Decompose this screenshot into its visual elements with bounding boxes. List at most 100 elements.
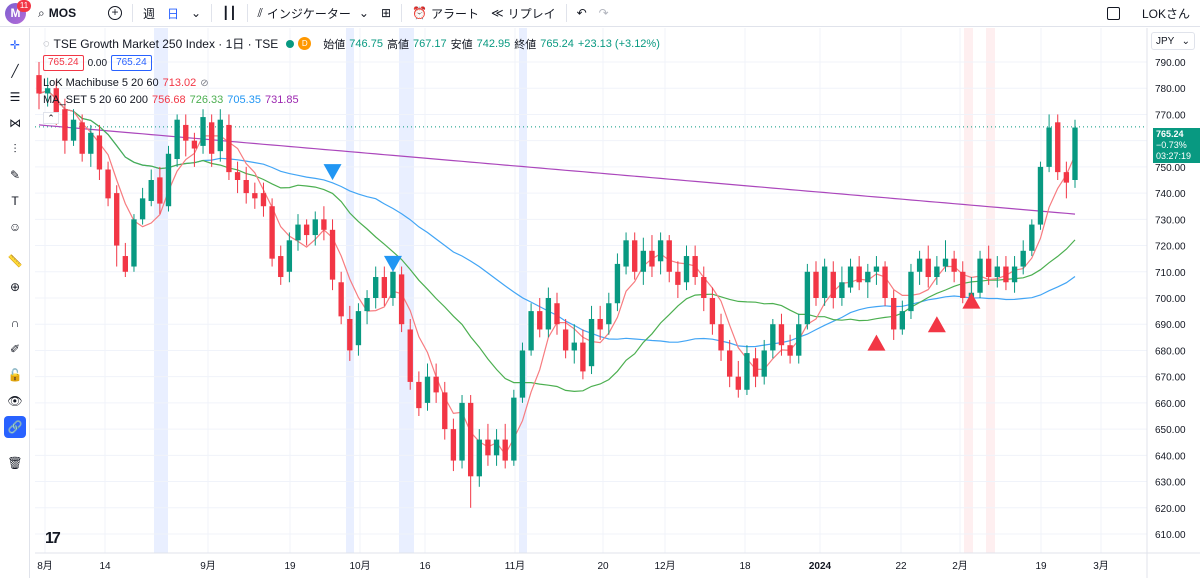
candle-body[interactable] (640, 250, 647, 272)
user-label[interactable]: LOKさん (1141, 7, 1190, 21)
hidden-icon[interactable]: ⊘ (200, 77, 209, 89)
sell-signal-triangle[interactable] (323, 164, 342, 181)
candle-body[interactable] (191, 140, 198, 149)
candle-body[interactable] (761, 350, 767, 377)
candle-body[interactable] (821, 266, 828, 298)
candle-body[interactable] (580, 342, 586, 372)
indicators-button[interactable]: ⫽ インジケーター ⌄ (252, 0, 375, 27)
candle-body[interactable] (934, 266, 940, 278)
candle-body[interactable] (36, 75, 42, 94)
candle-body[interactable] (303, 224, 310, 236)
layouts-button[interactable]: ⊞ (375, 0, 397, 27)
candle-body[interactable] (390, 271, 396, 298)
crosshair-icon[interactable]: ✛ (9, 38, 21, 52)
candle-body[interactable] (450, 429, 457, 461)
candle-body[interactable] (796, 324, 802, 356)
candle-body[interactable] (597, 318, 603, 330)
candle-body[interactable] (485, 439, 491, 456)
candle-body[interactable] (726, 350, 733, 377)
emoji-icon[interactable]: ☺ (8, 220, 22, 234)
candle-body[interactable] (139, 198, 146, 220)
candle-body[interactable] (148, 180, 154, 201)
candle-body[interactable] (666, 240, 672, 272)
candle-body[interactable] (925, 258, 931, 278)
chart-type-button[interactable]: ┃┃ (216, 0, 242, 27)
candle-body[interactable] (1072, 127, 1078, 180)
candle-body[interactable] (606, 303, 612, 325)
candle-body[interactable] (312, 219, 318, 236)
candle-body[interactable] (683, 256, 690, 283)
candle-body[interactable] (1011, 266, 1018, 283)
sell-signal-triangle[interactable] (383, 255, 402, 272)
candle-body[interactable] (295, 224, 301, 241)
candle-body[interactable] (252, 193, 258, 199)
redo-button[interactable]: ↷ (593, 0, 615, 27)
candle-body[interactable] (770, 324, 776, 351)
candle-body[interactable] (614, 263, 621, 304)
interval-dropdown[interactable]: ⌄ (185, 0, 207, 27)
candle-body[interactable] (355, 311, 362, 346)
candle-body[interactable] (865, 271, 871, 283)
candle-body[interactable] (787, 345, 793, 356)
candle-body[interactable] (562, 329, 569, 351)
candle-body[interactable] (114, 193, 120, 246)
candle-body[interactable] (960, 271, 966, 298)
candle-body[interactable] (467, 402, 474, 477)
candle-body[interactable] (649, 250, 655, 267)
candle-body[interactable] (234, 172, 241, 180)
trend-line-icon[interactable]: ╱ (11, 64, 19, 78)
candle-body[interactable] (554, 303, 560, 325)
buy-signal-triangle[interactable] (927, 316, 946, 333)
replay-button[interactable]: ≪ リプレイ (485, 0, 562, 27)
pattern-icon[interactable]: ⋈ (9, 116, 21, 130)
alert-button[interactable]: ⏰ アラート (406, 0, 485, 27)
candle-body[interactable] (744, 353, 750, 390)
link-icon[interactable]: 🔗 (4, 416, 26, 438)
avatar[interactable]: M 11 (0, 0, 32, 27)
candle-body[interactable] (709, 298, 716, 325)
compare-button[interactable]: + (102, 0, 128, 27)
candle-body[interactable] (338, 282, 344, 317)
collapse-icon[interactable]: ◌ (43, 37, 50, 50)
candle-body[interactable] (916, 258, 923, 272)
undo-button[interactable]: ↶ (571, 0, 593, 27)
candle-body[interactable] (571, 342, 577, 351)
candle-body[interactable] (951, 258, 957, 272)
candle-body[interactable] (493, 439, 500, 456)
candle-body[interactable] (632, 240, 638, 272)
candle-body[interactable] (623, 240, 629, 267)
candle-body[interactable] (70, 119, 77, 141)
candle-body[interactable] (373, 277, 379, 298)
candle-body[interactable] (329, 229, 336, 280)
buy-price-box[interactable]: 765.24 (111, 55, 152, 71)
candle-body[interactable] (1046, 127, 1052, 167)
candle-body[interactable] (873, 266, 880, 272)
candle-body[interactable] (692, 256, 698, 278)
eye-icon[interactable]: 👁 (7, 394, 23, 408)
candle-body[interactable] (88, 132, 94, 154)
candle-body[interactable] (1063, 172, 1070, 183)
candle-body[interactable] (200, 117, 206, 146)
candle-body[interactable] (735, 376, 741, 390)
currency-select[interactable]: JPY ⌄ (1151, 32, 1195, 50)
fullscreen-checkbox[interactable] (1106, 7, 1120, 20)
buy-signal-triangle[interactable] (867, 334, 886, 351)
candle-body[interactable] (278, 256, 284, 278)
candle-body[interactable] (165, 153, 172, 207)
candle-body[interactable] (1029, 224, 1035, 251)
candle-body[interactable] (701, 277, 707, 298)
trash-icon[interactable]: 🗑 (7, 456, 23, 470)
candle-body[interactable] (226, 124, 232, 173)
fib-icon[interactable]: ☰ (9, 90, 21, 104)
candle-body[interactable] (217, 119, 223, 152)
candle-body[interactable] (321, 219, 327, 230)
candle-body[interactable] (908, 271, 914, 312)
candle-body[interactable] (657, 240, 664, 262)
candle-body[interactable] (1003, 266, 1009, 283)
candle-body[interactable] (519, 350, 526, 398)
candle-body[interactable] (1037, 166, 1044, 225)
candle-body[interactable] (243, 180, 249, 194)
price-chart[interactable]: 790.00780.00770.00760.00750.00740.00730.… (35, 28, 1200, 578)
candle-body[interactable] (476, 439, 482, 477)
candle-body[interactable] (839, 282, 845, 298)
